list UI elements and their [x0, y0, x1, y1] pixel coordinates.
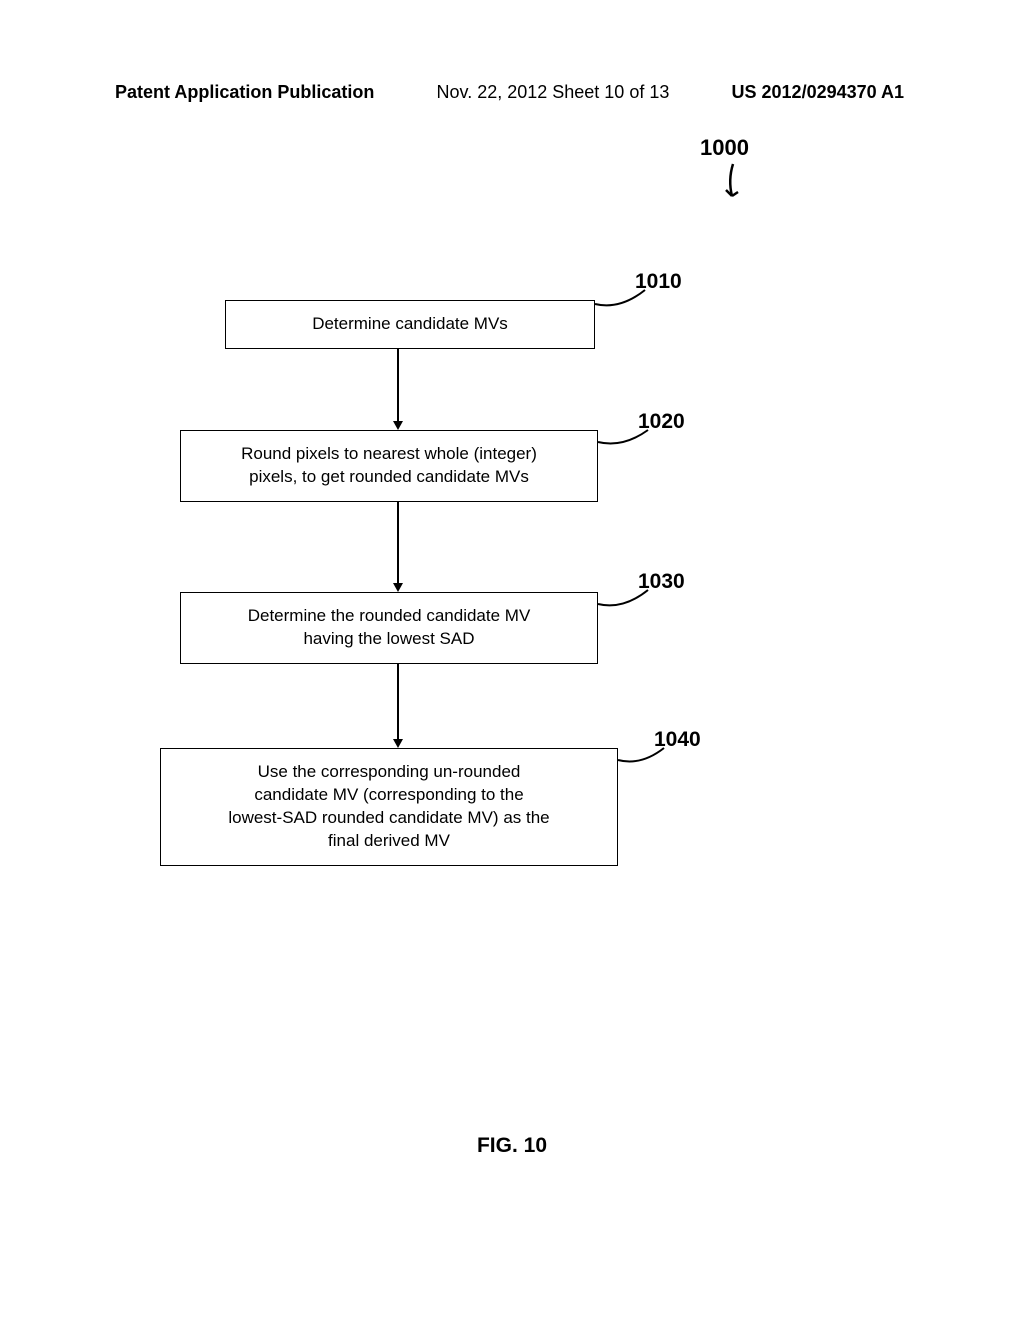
flow-step-text: Determine candidate MVs — [244, 313, 576, 336]
ref-connector — [596, 588, 656, 612]
page-header: Patent Application Publication Nov. 22, … — [0, 82, 1024, 103]
flow-step: Determine candidate MVs — [225, 300, 595, 349]
flow-step: Use the corresponding un-roundedcandidat… — [160, 748, 618, 866]
flow-step-text: final derived MV — [179, 830, 599, 853]
flow-arrow — [390, 344, 406, 432]
figure-caption: FIG. 10 — [0, 1134, 1024, 1158]
flow-step: Determine the rounded candidate MVhaving… — [180, 592, 598, 664]
header-date-sheet: Nov. 22, 2012 Sheet 10 of 13 — [437, 82, 670, 103]
flow-step-text: pixels, to get rounded candidate MVs — [199, 466, 579, 489]
flow-step-text: having the lowest SAD — [199, 628, 579, 651]
overall-ref-label: 1000 — [700, 135, 749, 161]
header-doc-number: US 2012/0294370 A1 — [732, 82, 904, 103]
flow-step: Round pixels to nearest whole (integer)p… — [180, 430, 598, 502]
flow-step-text: Determine the rounded candidate MV — [199, 605, 579, 628]
flow-step-text: lowest-SAD rounded candidate MV) as the — [179, 807, 599, 830]
flow-step-text: Use the corresponding un-rounded — [179, 761, 599, 784]
ref-connector — [593, 288, 653, 312]
flow-step-text: Round pixels to nearest whole (integer) — [199, 443, 579, 466]
ref-connector — [596, 428, 656, 450]
flow-arrow — [390, 498, 406, 594]
ref-connector — [616, 746, 672, 768]
flow-step-text: candidate MV (corresponding to the — [179, 784, 599, 807]
header-publication: Patent Application Publication — [115, 82, 374, 103]
overall-ref-arrow — [718, 162, 758, 210]
flow-arrow — [390, 660, 406, 750]
